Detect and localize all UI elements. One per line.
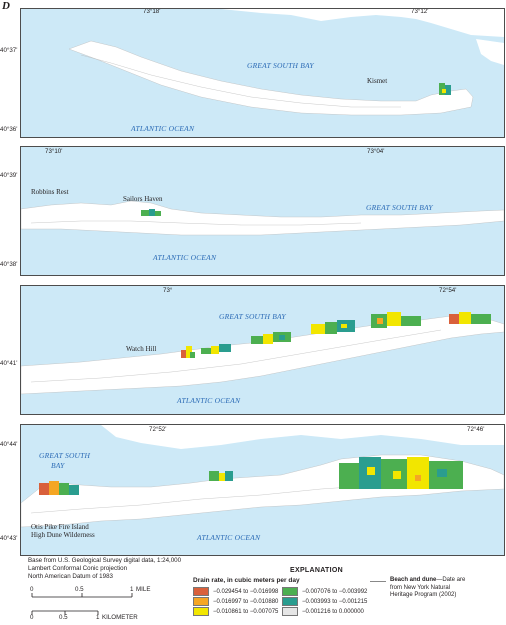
drain-cluster-3c bbox=[251, 332, 291, 346]
km-tick-05: 0.5 bbox=[59, 614, 68, 621]
figure-letter: D bbox=[2, 0, 10, 12]
water-label-ocean-3: ATLANTIC OCEAN bbox=[177, 396, 241, 405]
mile-tick-0: 0 bbox=[30, 586, 34, 593]
water-label-bay-4a: GREAT SOUTH bbox=[39, 451, 91, 460]
legend-item-1: −0.029454 to −0.016998 bbox=[193, 587, 278, 596]
drain-cluster-sailors-haven bbox=[141, 209, 161, 217]
legend-item-5: −0.003993 to −0.001215 bbox=[282, 597, 367, 606]
top-coord-4b: 72°46' bbox=[467, 426, 485, 433]
km-tick-1: 1 bbox=[96, 614, 100, 621]
lat-label-4b: 40°43' bbox=[0, 535, 18, 542]
place-label-kismet: Kismet bbox=[367, 77, 388, 85]
credit-line-3: North American Datum of 1983 bbox=[28, 573, 113, 580]
lat-label-1a: 40°37' bbox=[0, 47, 18, 54]
lat-label-2b: 40°38' bbox=[0, 261, 18, 268]
water-label-bay-1: GREAT SOUTH BAY bbox=[247, 61, 314, 70]
place-label-robbins-rest: Robbins Rest bbox=[31, 188, 69, 196]
legend-label-3: −0.010861 to −0.007075 bbox=[213, 609, 279, 616]
scale-bar-graphic bbox=[31, 593, 133, 615]
lat-label-4a: 40°44' bbox=[0, 441, 18, 448]
legend-title: EXPLANATION bbox=[290, 567, 343, 574]
land-shape-1 bbox=[68, 9, 504, 116]
place-label-otis-pike-2: High Dune Wilderness bbox=[31, 531, 95, 539]
legend-label-5: −0.003993 to −0.001215 bbox=[302, 599, 368, 606]
legend-swatch-5 bbox=[282, 597, 298, 606]
land-shape-2 bbox=[21, 200, 504, 236]
map-panel-1: 73°18' 73°12' GREAT SOUTH BAY ATLANTIC O… bbox=[20, 8, 505, 138]
water-label-ocean-1: ATLANTIC OCEAN bbox=[131, 124, 195, 133]
km-tick-0: 0 bbox=[30, 614, 34, 621]
water-label-bay-2: GREAT SOUTH BAY bbox=[366, 203, 433, 212]
mile-tick-05: 0.5 bbox=[75, 586, 84, 593]
map-panel-2: 73°10' 73°04' GREAT SOUTH BAY ATLANTIC O… bbox=[20, 146, 505, 276]
beach-dune-bold: Beach and dune bbox=[390, 577, 437, 583]
water-label-bay-4b: BAY bbox=[51, 461, 65, 470]
water-label-ocean-4: ATLANTIC OCEAN bbox=[197, 533, 261, 542]
legend-label-2: −0.016997 to −0.010880 bbox=[213, 599, 279, 606]
top-coord-1b: 73°12' bbox=[411, 8, 429, 15]
beach-dune-symbol bbox=[370, 581, 386, 582]
mile-unit: MILE bbox=[136, 586, 151, 593]
legend-label-1: −0.029454 to −0.016998 bbox=[213, 589, 279, 596]
legend-item-3: −0.010861 to −0.007075 bbox=[193, 607, 278, 616]
legend-swatch-1 bbox=[193, 587, 209, 596]
drain-cluster-kismet bbox=[439, 83, 453, 97]
drain-cluster-3d bbox=[311, 320, 355, 336]
legend-label-6: −0.001216 to 0.000000 bbox=[302, 609, 364, 616]
map-panel-4: 72°52' 72°46' GREAT SOUTH BAY ATLANTIC O… bbox=[20, 424, 505, 556]
place-label-sailors-haven: Sailors Haven bbox=[123, 195, 163, 203]
beach-dune-line-1: —Date are bbox=[436, 577, 466, 583]
drain-cluster-4b bbox=[209, 471, 233, 481]
lat-label-1b: 40°36' bbox=[0, 126, 18, 133]
drain-cluster-3f bbox=[449, 312, 491, 326]
drain-cluster-3a bbox=[181, 346, 195, 360]
lat-label-3a: 40°41' bbox=[0, 360, 18, 367]
place-label-otis-pike-1: Otis Pike Fire Island bbox=[31, 523, 89, 531]
place-label-watch-hill: Watch Hill bbox=[126, 345, 157, 353]
mile-tick-1: 1 bbox=[130, 586, 134, 593]
map-panel-3: 73° 72°54' GREAT SOUTH BAY ATLANTIC OCEA… bbox=[20, 285, 505, 415]
drain-cluster-3b bbox=[201, 344, 231, 356]
top-coord-3a: 73° bbox=[163, 287, 173, 294]
legend-swatch-2 bbox=[193, 597, 209, 606]
water-label-ocean-2: ATLANTIC OCEAN bbox=[153, 253, 217, 262]
credit-line-2: Lambert Conformal Conic projection bbox=[28, 565, 128, 572]
legend-item-4: −0.007076 to −0.003992 bbox=[282, 587, 367, 596]
legend-item-2: −0.016997 to −0.010880 bbox=[193, 597, 278, 606]
legend-swatch-4 bbox=[282, 587, 298, 596]
water-label-bay-3: GREAT SOUTH BAY bbox=[219, 312, 286, 321]
credit-line-1: Base from U.S. Geological Survey digital… bbox=[28, 557, 182, 564]
top-coord-2b: 73°04' bbox=[367, 148, 385, 155]
legend-swatch-6 bbox=[282, 607, 298, 616]
top-coord-2a: 73°10' bbox=[45, 148, 63, 155]
beach-dune-line-2: from New York Natural bbox=[390, 584, 451, 591]
legend-item-6: −0.001216 to 0.000000 bbox=[282, 607, 364, 616]
top-coord-4a: 72°52' bbox=[149, 426, 167, 433]
top-coord-3b: 72°54' bbox=[439, 287, 457, 294]
beach-dune-legend: Beach and dune—Date are from New York Na… bbox=[390, 577, 465, 600]
km-unit: KILOMETER bbox=[102, 614, 138, 621]
top-coord-1a: 73°18' bbox=[143, 8, 161, 15]
legend-subtitle: Drain rate, in cubic meters per day bbox=[193, 577, 300, 584]
drain-cluster-4c bbox=[339, 457, 463, 491]
base-map-credit: Base from U.S. Geological Survey digital… bbox=[28, 557, 181, 581]
legend-label-4: −0.007076 to −0.003992 bbox=[302, 589, 368, 596]
beach-dune-line-3: Heritage Program (2002) bbox=[390, 592, 457, 598]
drain-cluster-3e bbox=[371, 312, 421, 330]
legend-swatch-3 bbox=[193, 607, 209, 616]
drain-cluster-4a bbox=[39, 481, 79, 497]
land-shape-3 bbox=[21, 315, 504, 395]
lat-label-2a: 40°39' bbox=[0, 172, 18, 179]
